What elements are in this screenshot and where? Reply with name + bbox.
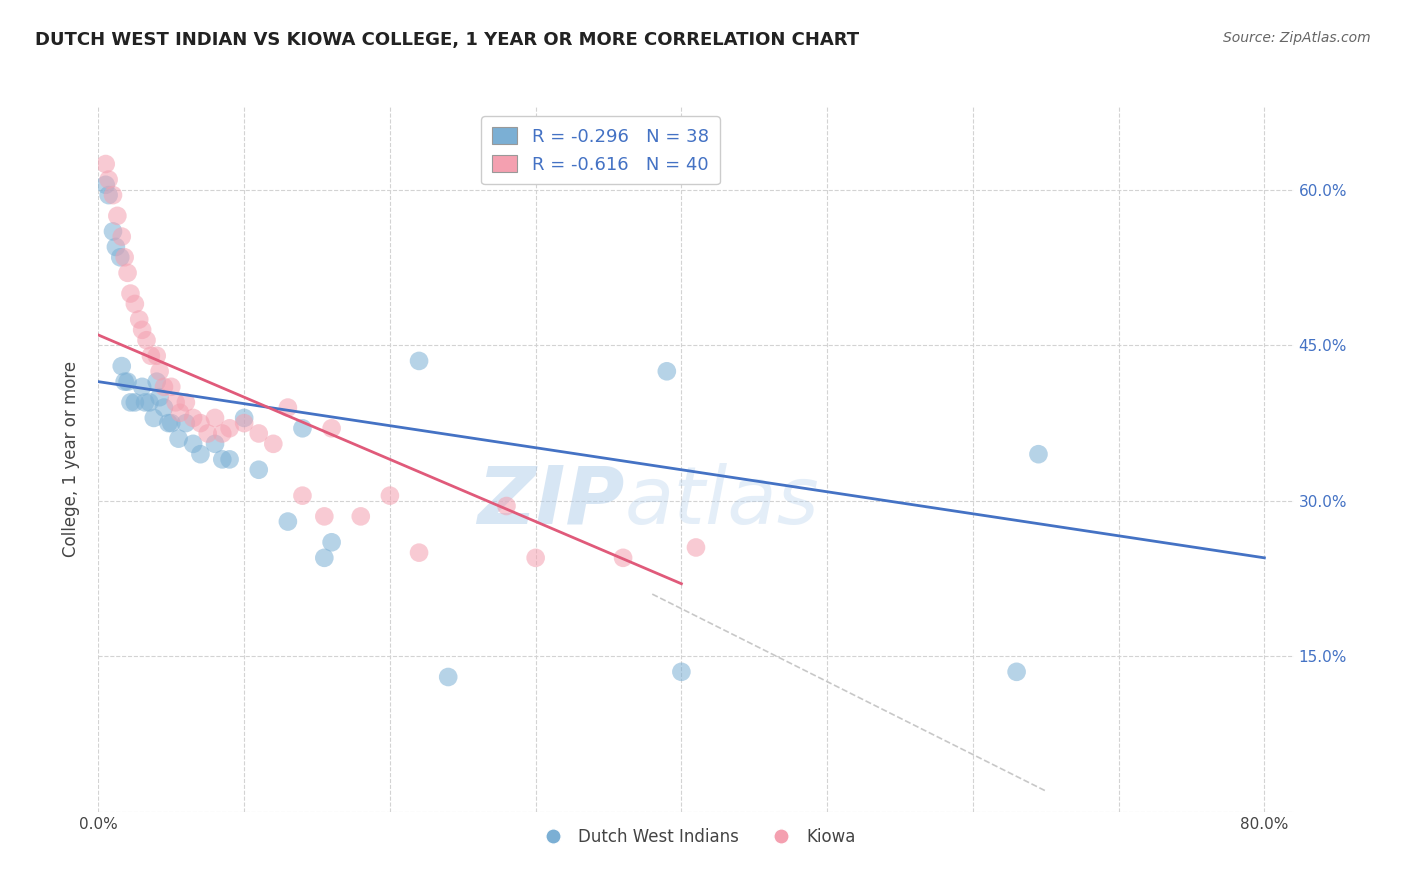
Point [134, 395, 156, 409]
Point [321, 421, 343, 435]
Point [145, 349, 167, 363]
Point [408, 354, 430, 368]
Point [97, 188, 120, 202]
Point [181, 437, 204, 451]
Point [124, 395, 146, 409]
Point [612, 550, 634, 565]
Point [233, 416, 256, 430]
Y-axis label: College, 1 year or more: College, 1 year or more [62, 361, 80, 558]
Point [111, 359, 134, 373]
Point [149, 364, 172, 378]
Point [291, 489, 314, 503]
Point [1005, 665, 1028, 679]
Point [131, 323, 153, 337]
Point [211, 426, 233, 441]
Point [204, 411, 226, 425]
Point [114, 250, 136, 264]
Point [94, 178, 117, 192]
Point [120, 286, 142, 301]
Point [101, 224, 124, 238]
Point [94, 157, 117, 171]
Point [174, 416, 197, 430]
Point [160, 416, 183, 430]
Point [655, 364, 678, 378]
Point [120, 395, 142, 409]
Point [160, 380, 183, 394]
Point [138, 395, 160, 409]
Text: Source: ZipAtlas.com: Source: ZipAtlas.com [1223, 31, 1371, 45]
Point [110, 250, 132, 264]
Point [165, 395, 187, 409]
Point [169, 406, 191, 420]
Text: atlas: atlas [624, 463, 820, 541]
Text: ZIP: ZIP [477, 463, 624, 541]
Point [174, 395, 197, 409]
Point [157, 416, 180, 430]
Point [145, 375, 167, 389]
Point [114, 375, 136, 389]
Point [190, 416, 212, 430]
Point [190, 447, 212, 461]
Point [211, 452, 233, 467]
Point [314, 509, 336, 524]
Point [218, 421, 240, 435]
Point [218, 452, 240, 467]
Point [277, 401, 299, 415]
Point [149, 390, 172, 404]
Point [524, 550, 547, 565]
Point [111, 229, 134, 244]
Point [495, 499, 517, 513]
Point [378, 489, 401, 503]
Point [153, 380, 176, 394]
Point [314, 550, 336, 565]
Point [124, 297, 146, 311]
Point [291, 421, 314, 435]
Point [277, 515, 299, 529]
Point [204, 437, 226, 451]
Point [105, 209, 128, 223]
Legend: Dutch West Indians, Kiowa: Dutch West Indians, Kiowa [530, 822, 862, 853]
Point [101, 188, 124, 202]
Point [1028, 447, 1050, 461]
Point [167, 432, 190, 446]
Point [181, 411, 204, 425]
Point [131, 380, 153, 394]
Point [233, 411, 256, 425]
Point [408, 546, 430, 560]
Point [117, 375, 139, 389]
Point [321, 535, 343, 549]
Point [437, 670, 460, 684]
Point [142, 411, 165, 425]
Point [671, 665, 693, 679]
Point [247, 426, 270, 441]
Point [104, 240, 127, 254]
Point [139, 349, 162, 363]
Point [247, 463, 270, 477]
Point [153, 401, 176, 415]
Point [135, 333, 157, 347]
Point [128, 312, 150, 326]
Point [117, 266, 139, 280]
Point [197, 426, 219, 441]
Point [350, 509, 373, 524]
Point [262, 437, 284, 451]
Point [685, 541, 707, 555]
Point [97, 172, 120, 186]
Text: DUTCH WEST INDIAN VS KIOWA COLLEGE, 1 YEAR OR MORE CORRELATION CHART: DUTCH WEST INDIAN VS KIOWA COLLEGE, 1 YE… [35, 31, 859, 49]
